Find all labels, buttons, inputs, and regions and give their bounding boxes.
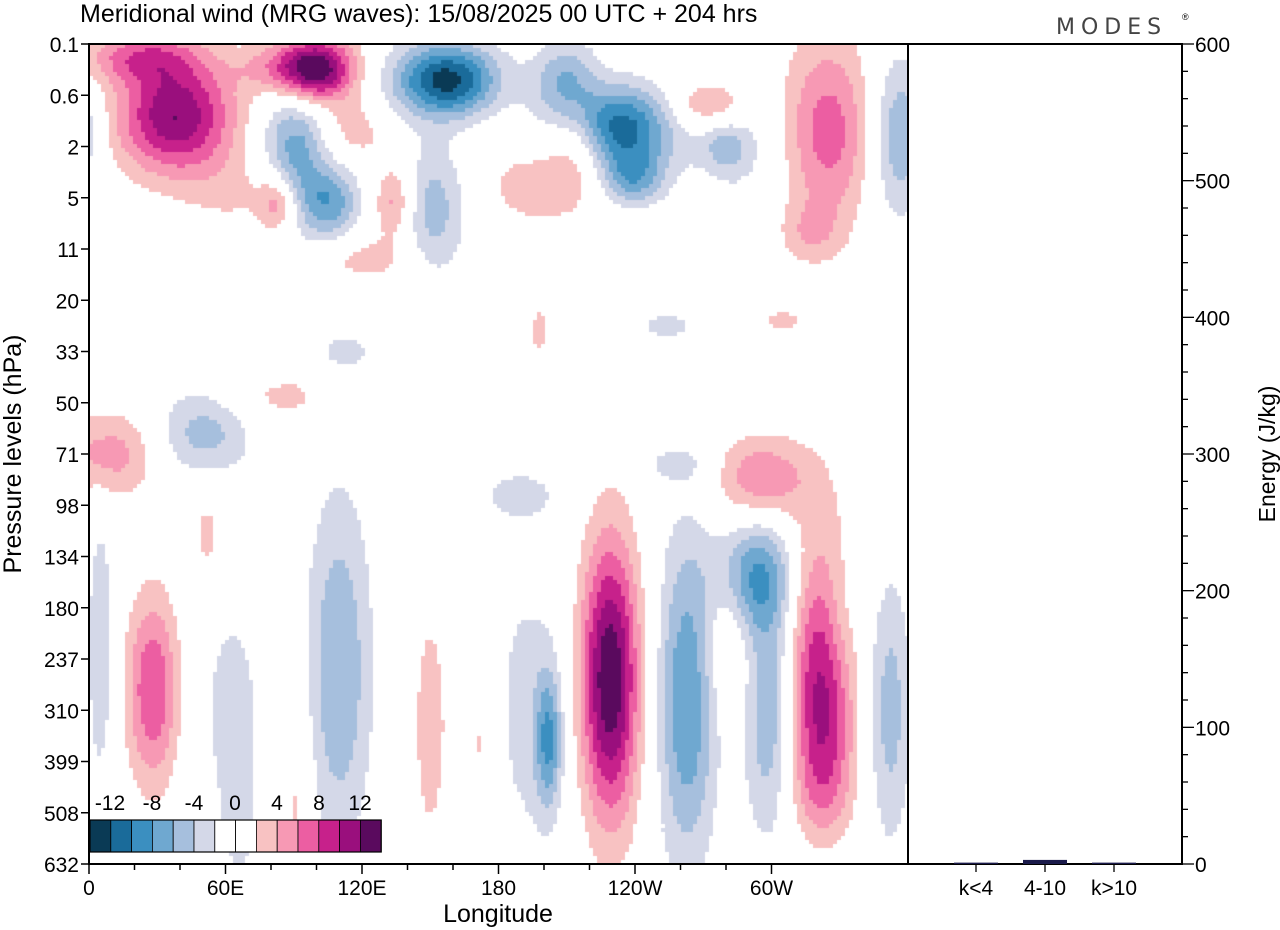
x-tick-label: 180 <box>481 877 516 900</box>
y-tick-label: 399 <box>44 752 79 775</box>
y-tick-label: 5 <box>67 188 79 211</box>
energy-axis: 0 100 200 300 400 500 600 <box>1182 34 1230 877</box>
energy-axis-label: Energy (J/kg) <box>1254 386 1280 523</box>
longitude-axis: 0 60E 120E 180 120W 60W <box>83 864 793 900</box>
colorbar-label: -12 <box>95 792 125 815</box>
energy-tick-label: 300 <box>1195 444 1230 467</box>
y-tick-label: 310 <box>44 700 79 723</box>
colorbar-label: -4 <box>185 792 204 815</box>
y-tick-label: 508 <box>44 803 79 826</box>
chart-title: Meridional wind (MRG waves): 15/08/2025 … <box>80 0 757 28</box>
colorbar-swatch <box>318 819 340 853</box>
energy-bar <box>1092 862 1136 864</box>
y-tick-label: 180 <box>44 598 79 621</box>
x-tick-label: 60E <box>207 877 244 900</box>
y-tick-label: 11 <box>57 239 79 262</box>
y-tick-label: 20 <box>56 290 79 313</box>
y-tick-label: 0.6 <box>50 85 79 108</box>
energy-tick-label: 500 <box>1195 171 1230 194</box>
colorbar-swatch <box>235 819 257 853</box>
energy-category-label: 4-10 <box>1024 877 1066 900</box>
wind-contour-image <box>89 44 908 864</box>
energy-category-label: k>10 <box>1091 877 1137 900</box>
energy-bar <box>954 862 998 864</box>
y-tick-label: 2 <box>67 137 79 160</box>
energy-panel-frame <box>907 43 1183 865</box>
colorbar-frame <box>89 819 382 853</box>
energy-tick-label: 400 <box>1195 307 1230 330</box>
energy-tick-label: 0 <box>1195 854 1207 877</box>
colorbar-label: 8 <box>313 792 325 815</box>
x-tick-label: 60W <box>750 877 793 900</box>
x-tick-label: 120E <box>337 877 386 900</box>
y-tick-label: 71 <box>56 444 79 467</box>
wind-contour-field <box>89 44 908 864</box>
colorbar-label: 0 <box>229 792 241 815</box>
colorbar-label: 12 <box>348 792 371 815</box>
y-axis-label: Pressure levels (hPa) <box>0 335 27 574</box>
colorbar-swatch <box>276 819 299 853</box>
modes-logo-mark: ® <box>1182 12 1189 22</box>
y-tick-label: 33 <box>56 342 79 365</box>
modes-logo: MODES <box>1056 15 1167 40</box>
y-tick-label: 134 <box>44 547 79 570</box>
energy-category-label: k<4 <box>959 877 994 900</box>
colorbar-swatch <box>255 819 278 853</box>
colorbar-swatch <box>110 819 133 853</box>
y-tick-label: 632 <box>44 854 79 877</box>
x-axis-label: Longitude <box>443 900 553 928</box>
colorbar-swatch <box>89 819 112 853</box>
colorbar-swatch <box>339 819 361 853</box>
colorbar-swatch <box>151 819 174 853</box>
colorbar-label: 4 <box>271 792 283 815</box>
colorbar: -12 -8 -4 0 4 8 12 <box>89 792 382 853</box>
y-tick-label: 50 <box>56 393 79 416</box>
colorbar-label: -8 <box>143 792 162 815</box>
y-tick-label: 0.1 <box>50 34 79 57</box>
colorbar-swatch <box>297 819 320 853</box>
colorbar-swatch <box>131 819 153 853</box>
energy-tick-label: 600 <box>1195 34 1230 57</box>
energy-tick-label: 100 <box>1195 717 1230 740</box>
x-tick-label: 0 <box>83 877 95 900</box>
colorbar-swatch <box>214 819 237 853</box>
energy-bar <box>1023 859 1067 864</box>
pressure-axis: 0.1 0.6 2 5 11 20 33 50 71 98 134 180 237 310 399 508 63… <box>44 34 89 877</box>
energy-bars: k<4 4-10 k>10 <box>954 859 1137 900</box>
y-tick-label: 98 <box>56 495 79 518</box>
colorbar-swatch <box>359 819 382 853</box>
x-tick-label: 120W <box>608 877 663 900</box>
y-tick-label: 237 <box>44 649 79 672</box>
energy-tick-label: 200 <box>1195 581 1230 604</box>
colorbar-swatch <box>172 819 195 853</box>
colorbar-swatch <box>193 819 216 853</box>
